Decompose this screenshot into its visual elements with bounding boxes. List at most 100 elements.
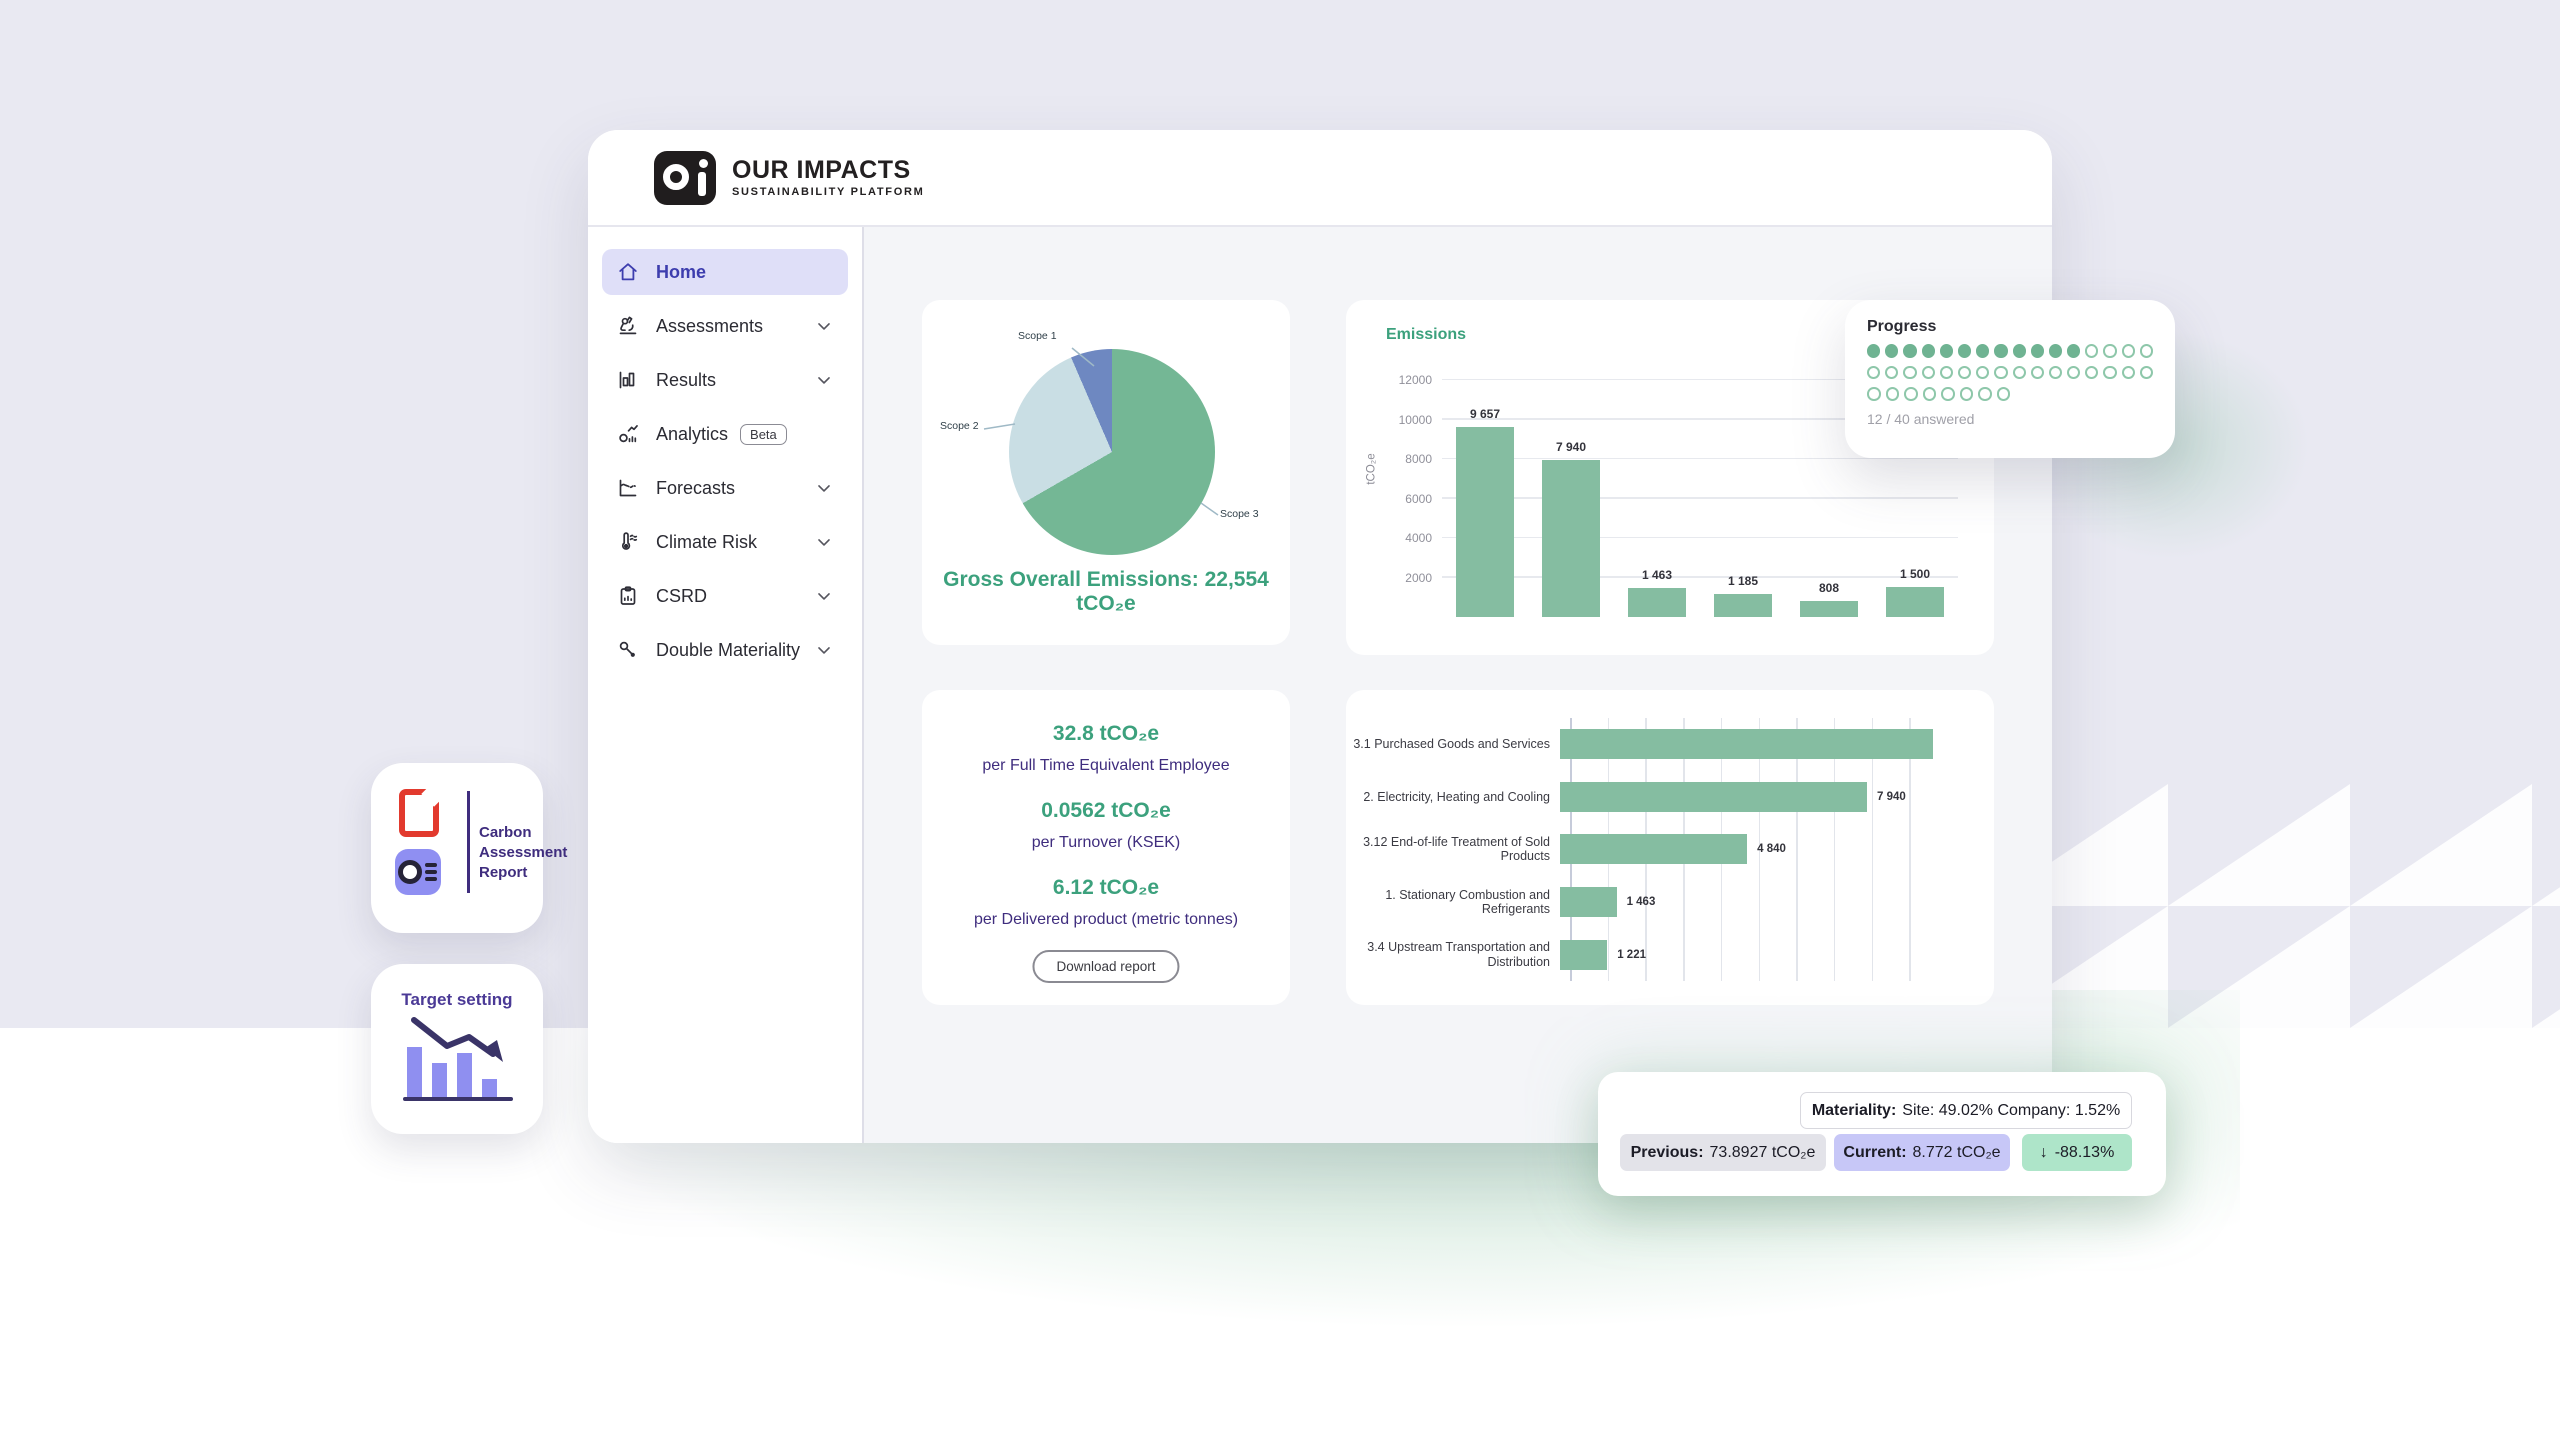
y-tick-label: 8000 — [1405, 452, 1432, 467]
progress-dot — [1939, 344, 1953, 358]
progress-dot — [2012, 344, 2026, 358]
bar: 1 185 — [1714, 574, 1772, 617]
sidebar-item-label: Forecasts — [656, 477, 736, 498]
progress-dot — [2030, 365, 2044, 379]
sidebar-item-results[interactable]: Results — [602, 357, 848, 403]
target-bar-icon — [457, 1053, 472, 1097]
progress-dot — [1904, 387, 1918, 401]
progress-dot — [1885, 365, 1899, 379]
progress-dot — [2085, 365, 2099, 379]
y-tick-label: 6000 — [1405, 491, 1432, 506]
progress-dot — [2139, 365, 2153, 379]
gridline — [1442, 497, 1958, 499]
metric-value-fte: 32.8 tCO₂e — [1052, 722, 1160, 745]
bar-value-label: 4 840 — [1757, 843, 1786, 856]
report-card-line: Report — [479, 864, 528, 881]
materiality-value: Site: 49.02% Company: 1.52% — [1902, 1101, 2121, 1119]
target-baseline — [403, 1097, 513, 1101]
downward-trend-arrow-icon — [411, 1017, 503, 1062]
gridline — [1442, 576, 1958, 578]
progress-dot — [1903, 365, 1917, 379]
down-arrow-icon: ↓ — [2039, 1143, 2048, 1161]
category-label: 3.4 Upstream Transportation and Distribu… — [1367, 940, 1550, 969]
sidebar-item-label: Double Materiality — [656, 639, 801, 660]
progress-dot — [1941, 387, 1955, 401]
gridline — [1442, 457, 1958, 460]
materiality-pill: Materiality: Site: 49.02% Company: 1.52% — [1800, 1092, 2132, 1129]
report-card-label: Carbon Assessment Report — [479, 823, 567, 883]
emissions-tooltip-card: Materiality: Site: 49.02% Company: 1.52%… — [1598, 1072, 2166, 1196]
bar-slot: 1 463 — [1614, 372, 1700, 617]
chevron-down-icon — [814, 586, 834, 606]
progress-dot — [2030, 344, 2044, 358]
bar-chart-icon — [616, 368, 640, 392]
dashboard-window: OUR IMPACTS SUSTAINABILITY PLATFORM Home… — [588, 130, 2052, 1143]
bar-slot: 9 657 — [1442, 372, 1528, 617]
bar-value-label: 1 463 — [1641, 568, 1673, 583]
sidebar-item-label: Analytics — [656, 423, 729, 444]
bar-slot: 1 500 — [1872, 372, 1958, 617]
sidebar-item-home[interactable]: Home — [602, 249, 848, 295]
change-pill: ↓ -88.13% — [2022, 1134, 2132, 1171]
target-bar-icon — [432, 1063, 447, 1097]
progress-dot — [1976, 365, 1990, 379]
bar-value-label: 1 221 — [1617, 948, 1646, 961]
report-chip-icon — [395, 849, 441, 895]
bar: 1 500 — [1886, 567, 1944, 617]
pie-label-scope-3: Scope 3 — [1220, 508, 1259, 520]
bar — [1560, 887, 1617, 918]
progress-dot-row — [1867, 387, 2153, 401]
current-label: Current: — [1843, 1143, 1907, 1161]
bar-track: 1 221 — [1560, 939, 1966, 970]
sidebar-item-label: Results — [656, 369, 717, 390]
gross-emissions-caption: Gross Overall Emissions: 22,554 tCO₂e — [943, 568, 1269, 615]
home-icon — [616, 260, 640, 284]
progress-dot — [2121, 344, 2135, 358]
download-report-button[interactable]: Download report — [1032, 950, 1180, 983]
bar-track: 4 840 — [1560, 834, 1966, 865]
change-value: -88.13% — [2054, 1143, 2115, 1161]
progress-dot — [1903, 344, 1917, 358]
clipboard-icon — [616, 584, 640, 608]
sidebar-item-forecasts[interactable]: Forecasts — [602, 465, 848, 511]
app-subtitle: SUSTAINABILITY PLATFORM — [732, 185, 925, 198]
bar-slot: 1 185 — [1700, 372, 1786, 617]
progress-dot — [1996, 387, 2010, 401]
category-label: 2. Electricity, Heating and Cooling — [1363, 789, 1550, 804]
intensity-metrics-card: 32.8 tCO₂e per Full Time Equivalent Empl… — [922, 690, 1290, 1005]
y-tick-label: 2000 — [1405, 570, 1432, 585]
bar-row: 2. Electricity, Heating and Cooling 7 940 — [1346, 771, 1966, 824]
sidebar-item-assessments[interactable]: Assessments — [602, 303, 848, 349]
carbon-assessment-report-card: Carbon Assessment Report — [371, 763, 567, 933]
bar-value-label: 808 — [1818, 581, 1840, 596]
progress-dot — [2103, 344, 2117, 358]
bar — [1560, 834, 1748, 865]
sidebar-item-label: Climate Risk — [656, 531, 758, 552]
sidebar: Home Assessments Results — [588, 227, 864, 1143]
bar-row: 1. Stationary Combustion and Refrigerant… — [1346, 876, 1966, 929]
metric-label-product: per Delivered product (metric tonnes) — [973, 911, 1239, 928]
bar — [1560, 939, 1608, 970]
sidebar-item-label: Assessments — [656, 315, 764, 336]
sidebar-item-climate-risk[interactable]: Climate Risk — [602, 519, 848, 565]
gridline — [1833, 718, 1836, 981]
bar-value-label: 1 185 — [1727, 573, 1759, 588]
gridline — [1442, 378, 1958, 381]
chevron-down-icon — [814, 532, 834, 552]
category-label: 3.1 Purchased Goods and Services — [1353, 737, 1550, 752]
sidebar-item-analytics[interactable]: Analytics Beta — [602, 411, 848, 457]
bar-track: 1 463 — [1560, 887, 1966, 918]
progress-dot — [1957, 344, 1972, 358]
microscope-icon — [616, 314, 640, 338]
sidebar-item-csrd[interactable]: CSRD — [602, 573, 848, 619]
progress-dot — [1885, 387, 1899, 401]
y-tick-label: 4000 — [1405, 531, 1432, 546]
dashboard-body: Home Assessments Results — [588, 227, 2052, 1143]
target-bar-icon — [482, 1079, 497, 1097]
our-impacts-logo-icon — [654, 150, 716, 205]
gridline — [1796, 718, 1798, 981]
sidebar-item-double-materiality[interactable]: Double Materiality — [602, 627, 848, 673]
target-bar-icon — [407, 1047, 422, 1097]
progress-dot — [1994, 365, 2008, 379]
